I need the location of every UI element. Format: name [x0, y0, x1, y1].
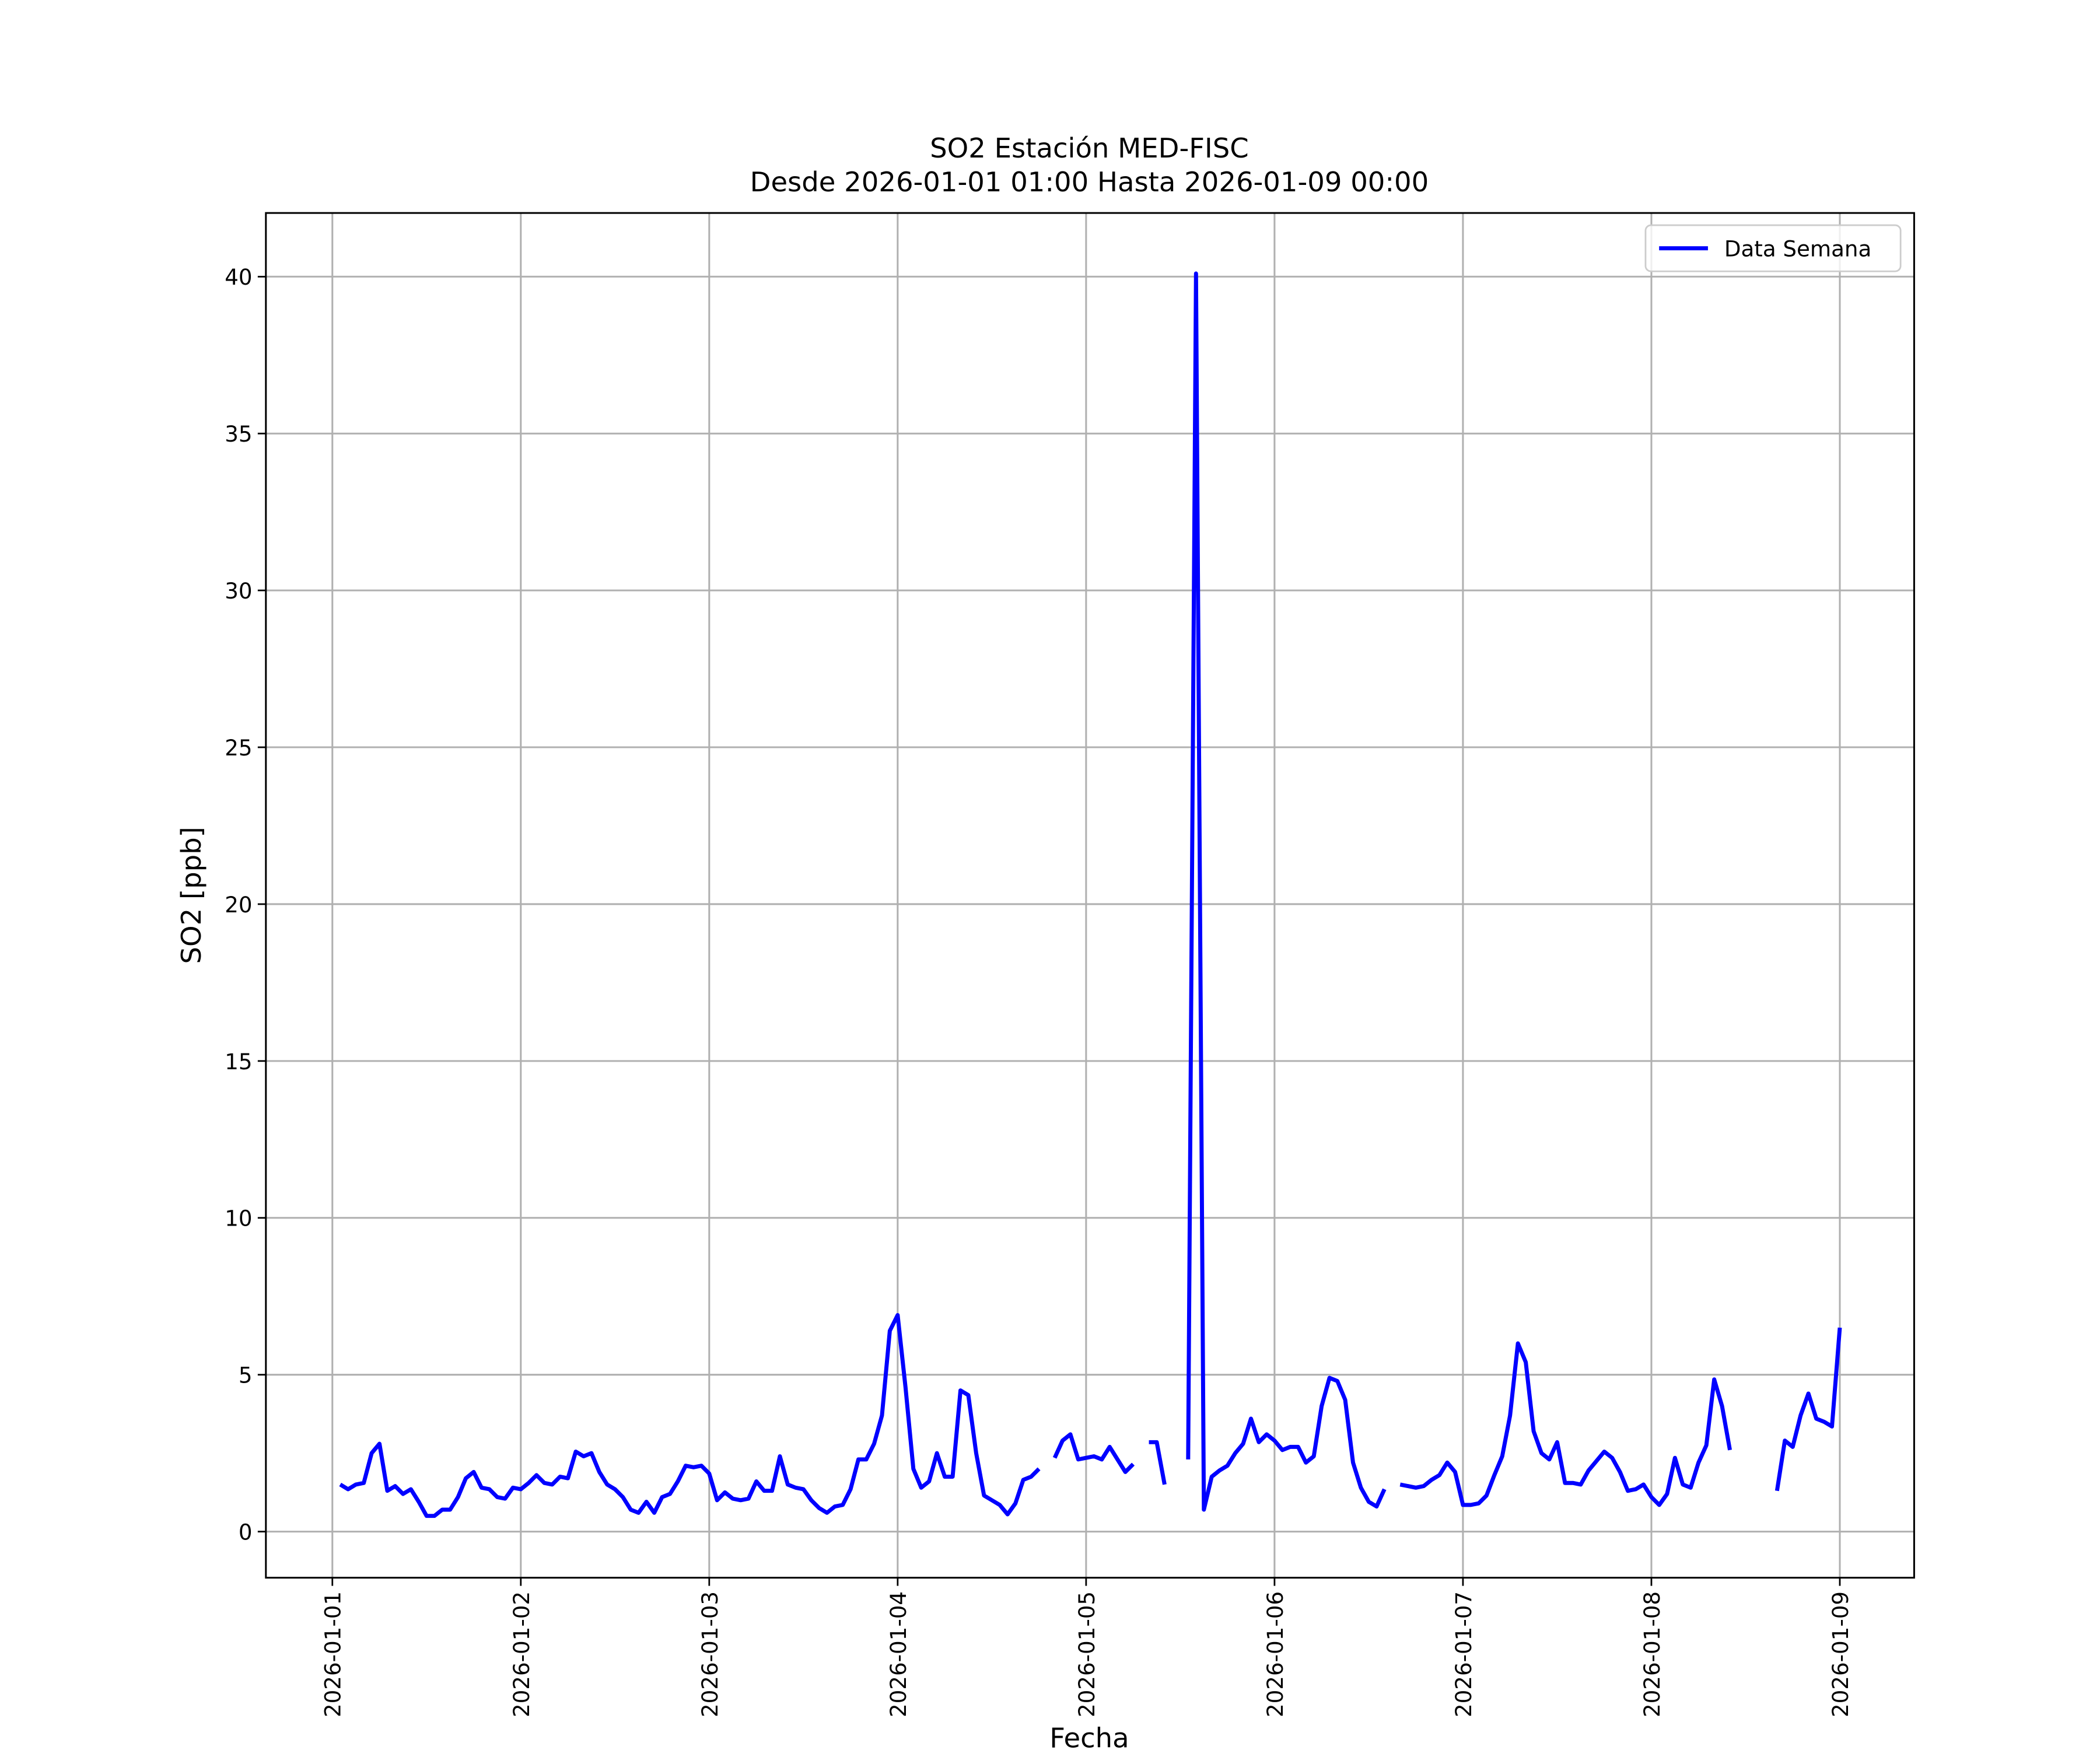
y-tick-label: 35 — [225, 421, 252, 447]
y-tick-label: 5 — [239, 1363, 253, 1388]
x-tick-label: 2026-01-08 — [1639, 1591, 1665, 1717]
legend-box — [1644, 224, 1902, 272]
x-tick-label: 2026-01-03 — [697, 1591, 723, 1717]
x-tick-label: 2026-01-04 — [886, 1591, 911, 1717]
x-axis-label: Fecha — [1049, 1722, 1129, 1750]
y-tick-label: 30 — [225, 578, 252, 604]
y-axis-label: SO2 [ppb] — [176, 827, 207, 964]
y-tick-label: 25 — [225, 735, 252, 761]
x-tick-label: 2026-01-02 — [509, 1591, 534, 1717]
x-tick-label: 2026-01-09 — [1828, 1591, 1853, 1717]
chart-subtitle: Desde 2026-01-01 01:00 Hasta 2026-01-09 … — [750, 166, 1429, 198]
data-line — [339, 271, 1842, 1518]
x-tick-label: 2026-01-01 — [320, 1591, 346, 1717]
y-tick-label: 10 — [225, 1206, 252, 1231]
chart-title: SO2 Estación MED-FISC — [930, 132, 1249, 164]
y-tick-label: 40 — [225, 264, 252, 290]
x-tick-label: 2026-01-07 — [1451, 1591, 1476, 1717]
y-tick-label: 15 — [225, 1049, 252, 1074]
x-tick-label: 2026-01-06 — [1262, 1591, 1288, 1717]
x-tick-label: 2026-01-05 — [1074, 1591, 1100, 1717]
plot-frame — [265, 212, 1915, 1579]
legend-label: Data Semana — [1724, 236, 1871, 262]
y-tick-label: 0 — [239, 1520, 253, 1545]
y-tick-label: 20 — [225, 892, 252, 918]
